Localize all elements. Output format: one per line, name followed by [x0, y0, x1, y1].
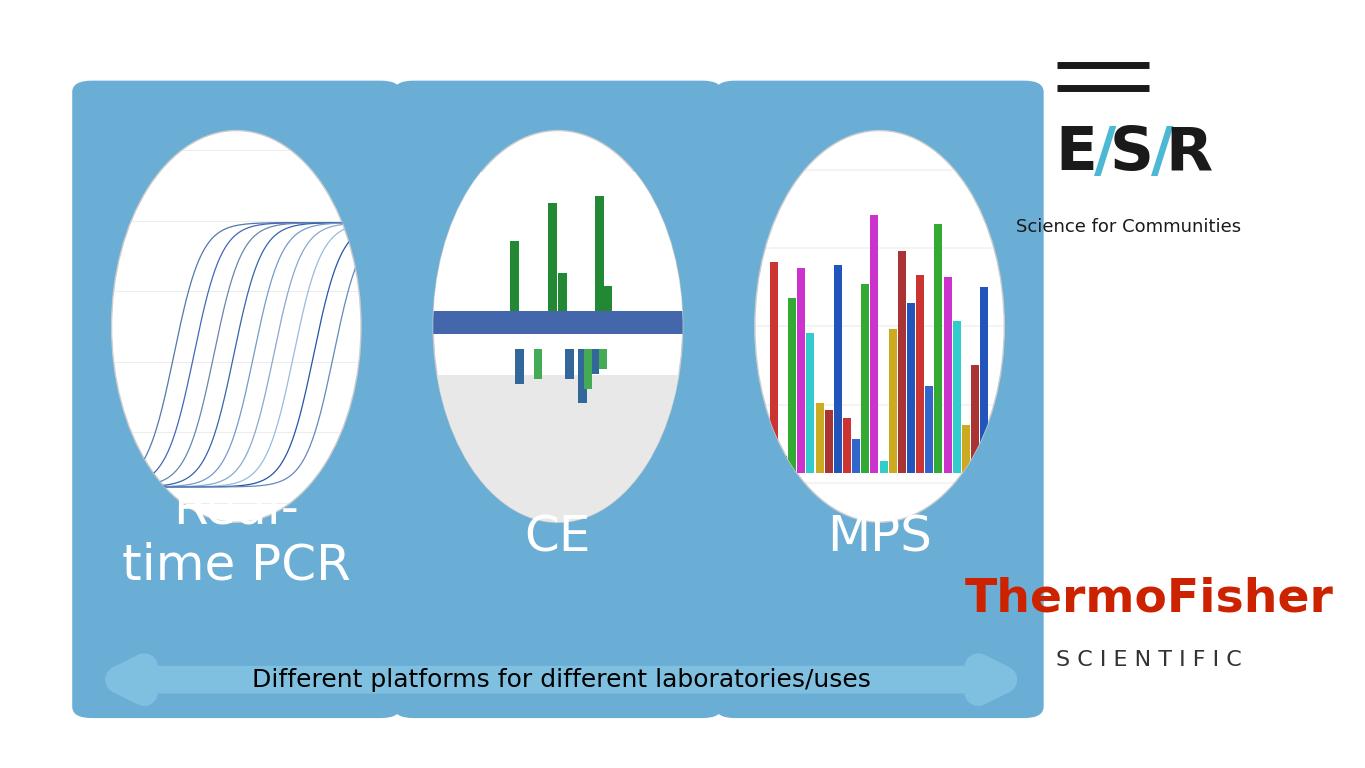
- Text: ThermoFisher: ThermoFisher: [964, 577, 1334, 621]
- FancyBboxPatch shape: [715, 81, 1044, 718]
- Bar: [844, 418, 850, 473]
- Bar: [815, 403, 823, 473]
- Bar: [584, 349, 592, 389]
- Bar: [852, 439, 860, 473]
- Bar: [595, 197, 605, 311]
- Bar: [906, 303, 915, 473]
- Bar: [916, 275, 924, 473]
- Text: CE: CE: [524, 514, 591, 561]
- Ellipse shape: [755, 131, 1005, 522]
- Text: R: R: [1166, 124, 1213, 183]
- Bar: [433, 172, 682, 319]
- Ellipse shape: [112, 131, 360, 522]
- Bar: [590, 349, 599, 374]
- Bar: [889, 329, 897, 473]
- FancyBboxPatch shape: [72, 81, 400, 718]
- Bar: [511, 241, 520, 311]
- Text: Real-
time PCR: Real- time PCR: [121, 486, 351, 589]
- Bar: [971, 365, 979, 473]
- Bar: [834, 265, 842, 473]
- Text: /: /: [1151, 124, 1173, 183]
- Ellipse shape: [433, 131, 682, 522]
- Bar: [515, 349, 524, 384]
- Bar: [779, 456, 788, 473]
- Text: S C I E N T I F I C: S C I E N T I F I C: [1055, 650, 1242, 670]
- Text: Different platforms for different laboratories/uses: Different platforms for different labora…: [251, 667, 871, 692]
- Bar: [935, 224, 942, 473]
- Text: S: S: [1110, 124, 1153, 183]
- Text: /: /: [1095, 124, 1117, 183]
- Bar: [547, 203, 557, 311]
- Bar: [824, 410, 833, 473]
- Text: E: E: [1055, 124, 1097, 183]
- Bar: [534, 349, 542, 379]
- Bar: [953, 321, 961, 473]
- Bar: [602, 286, 612, 311]
- Bar: [565, 349, 575, 379]
- Bar: [433, 376, 682, 522]
- Bar: [925, 386, 934, 473]
- Bar: [943, 276, 951, 473]
- Bar: [898, 251, 906, 473]
- Bar: [797, 268, 805, 473]
- Bar: [861, 284, 870, 473]
- Bar: [807, 333, 815, 473]
- Bar: [558, 273, 566, 311]
- Bar: [871, 215, 879, 473]
- Bar: [599, 349, 607, 369]
- Bar: [788, 298, 796, 473]
- FancyBboxPatch shape: [394, 81, 722, 718]
- Bar: [879, 461, 887, 473]
- Bar: [577, 349, 587, 403]
- Bar: [770, 262, 778, 473]
- Bar: [433, 311, 682, 334]
- Bar: [980, 287, 988, 473]
- Bar: [962, 425, 971, 473]
- Text: Science for Communities: Science for Communities: [1017, 217, 1242, 236]
- Text: MPS: MPS: [827, 514, 932, 561]
